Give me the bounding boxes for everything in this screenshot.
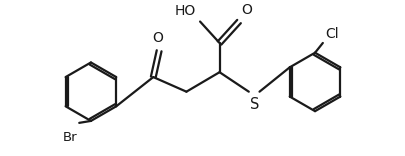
Text: O: O: [241, 3, 252, 17]
Text: S: S: [250, 97, 259, 112]
Text: Cl: Cl: [325, 27, 339, 41]
Text: HO: HO: [175, 4, 196, 18]
Text: O: O: [152, 31, 163, 45]
Text: Br: Br: [63, 131, 77, 144]
